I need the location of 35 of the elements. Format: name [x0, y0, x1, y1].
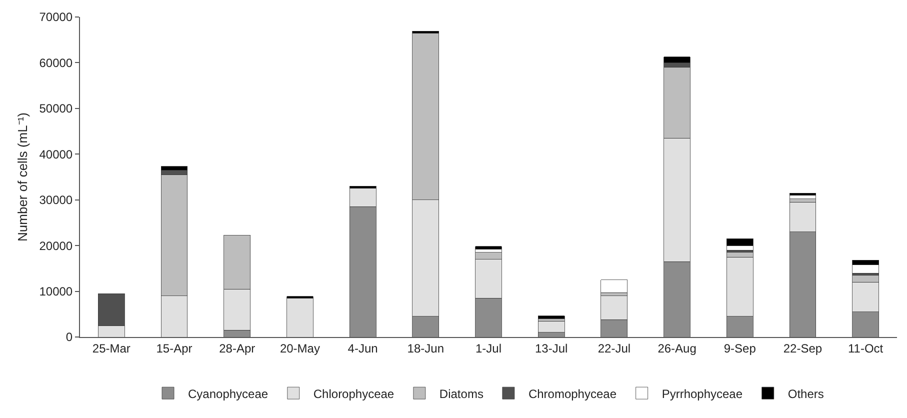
x-tick-label: 9-Sep [724, 341, 756, 356]
legend-label: Cyanophyceae [188, 386, 268, 401]
x-tick-label: 4-Jun [348, 341, 378, 356]
bar [538, 316, 565, 319]
bar [475, 246, 502, 250]
y-tick-label: 70000 [39, 10, 73, 24]
legend-label: Diatoms [439, 386, 484, 401]
x-tick-label: 1-Jul [475, 341, 502, 356]
bar [789, 195, 816, 200]
y-tick-label: 50000 [39, 102, 73, 116]
bar [538, 320, 565, 333]
x-tick-label: 18-Jun [407, 341, 444, 356]
bar [789, 192, 816, 196]
x-tick-label: 22-Jul [598, 341, 631, 356]
x-tick-label: 15-Apr [156, 341, 192, 356]
x-tick-label: 11-Oct [848, 341, 884, 356]
bar [286, 298, 314, 337]
y-tick-label: 30000 [39, 193, 73, 208]
legend-label: Chromophyceae [528, 386, 617, 401]
x-tick-label: 13-Jul [535, 341, 568, 356]
x-tick-label: 22-Sep [783, 341, 822, 356]
legend-label: Pyrrhophyceae [662, 386, 743, 401]
x-tick-label: 28-Apr [219, 341, 256, 356]
x-tick-label: 25-Mar [92, 341, 130, 356]
y-tick-label: 10000 [39, 284, 73, 298]
y-tick-label: 60000 [39, 56, 73, 70]
bar [600, 280, 628, 293]
x-tick-label: 26-Aug [658, 341, 696, 356]
y-tick-label: 20000 [39, 238, 73, 253]
y-tick-label: 40000 [39, 147, 73, 162]
y-axis-title: Number of cells (mL⁻¹) [15, 112, 30, 242]
legend-label: Others [788, 386, 824, 401]
y-tick-label: 0 [66, 330, 73, 344]
legend-label: Chlorophyceae [313, 386, 394, 401]
x-tick-label: 20-May [280, 341, 320, 356]
